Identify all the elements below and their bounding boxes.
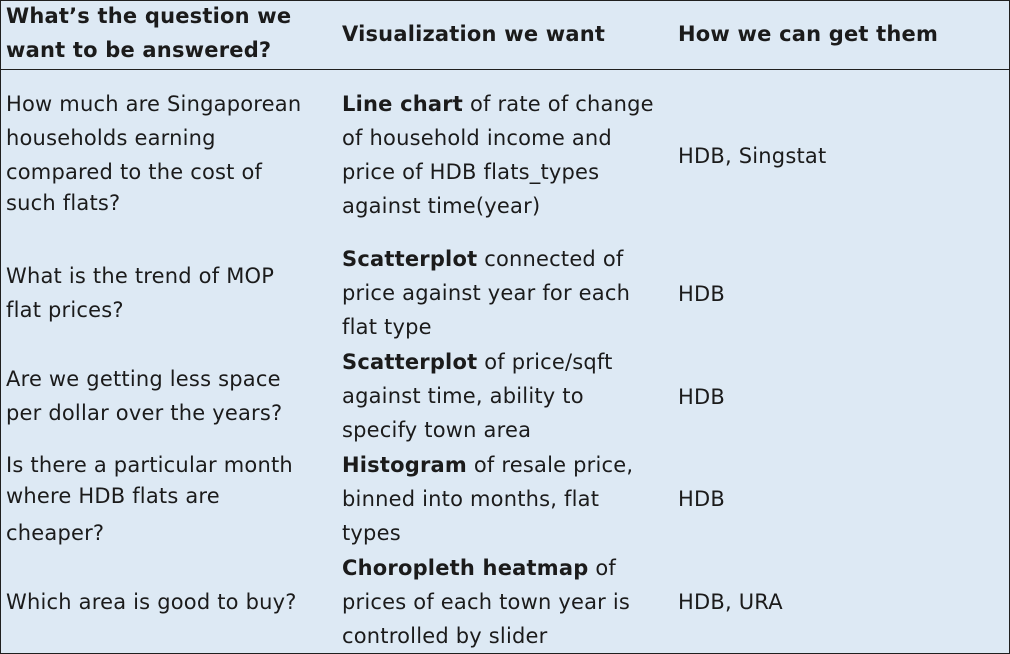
row-5-question: Which area is good to buy?	[6, 590, 297, 614]
row-4-viz-line: Histogram of resale price,	[342, 448, 633, 482]
row-3-visualization: Scatterplot of price/sqft against time, …	[342, 345, 613, 447]
row-3-viz-text: of price/sqft	[477, 350, 613, 374]
row-1-viz-line: Line chart of rate of change	[342, 87, 654, 121]
row-3-viz-line: Scatterplot of price/sqft	[342, 345, 613, 379]
row-3-viz-type: Scatterplot	[342, 350, 478, 374]
row-4-visualization: Histogram of resale price, binned into m…	[342, 448, 633, 550]
row-2-source: HDB	[678, 282, 725, 306]
row-4-question-line: where HDB flats are	[6, 484, 220, 508]
row-2-question-line: flat prices?	[6, 298, 124, 322]
row-3-question-line: per dollar over the years?	[6, 401, 283, 425]
row-2-viz-line: flat type	[342, 315, 432, 339]
row-5-viz-line: controlled by slider	[342, 624, 548, 648]
row-1-source: HDB, Singstat	[678, 144, 827, 168]
row-4-viz-text: of resale price,	[466, 453, 634, 477]
row-2-question-line: What is the trend of MOP	[6, 264, 275, 288]
row-2-viz-text: connected of	[477, 247, 624, 271]
row-1-viz-line: price of HDB flats_types	[342, 160, 600, 184]
row-3-question-line: Are we getting less space	[6, 367, 281, 391]
row-5-viz-text: of	[588, 556, 616, 580]
row-1-viz-line: against time(year)	[342, 194, 541, 218]
header-source: How we can get them	[678, 22, 939, 46]
row-1-viz-line: of household income and	[342, 126, 612, 150]
header-question-line-1: What’s the question we	[6, 4, 292, 28]
row-2-question: What is the trend of MOP flat prices?	[6, 259, 274, 327]
row-5-viz-line: prices of each town year is	[342, 590, 631, 614]
row-2-viz-line: Scatterplot connected of	[342, 242, 630, 276]
row-1-question: How much are Singaporean households earn…	[6, 87, 301, 220]
row-5-source: HDB, URA	[678, 590, 783, 614]
row-1-question-line: compared to the cost of	[6, 160, 263, 184]
row-3-question: Are we getting less space per dollar ove…	[6, 362, 282, 430]
row-3-viz-line: against time, ability to	[342, 384, 584, 408]
row-5-viz-type: Choropleth heatmap	[342, 556, 589, 580]
row-4-source: HDB	[678, 487, 725, 511]
row-4-question-line: cheaper?	[6, 521, 105, 545]
row-1-question-line: such flats?	[6, 191, 121, 215]
header-question-line-2: want to be answered?	[6, 38, 272, 62]
row-1-question-line: How much are Singaporean	[6, 92, 302, 116]
header-question: What’s the question we want to be answer…	[6, 0, 291, 67]
row-3-viz-line: specify town area	[342, 418, 532, 442]
row-4-question-line: Is there a particular month	[6, 453, 293, 477]
row-1-question-line: households earning	[6, 126, 216, 150]
row-4-question: Is there a particular month where HDB fl…	[6, 448, 293, 550]
table-header: What’s the question we want to be answer…	[1, 1, 1009, 70]
header-visualization: Visualization we want	[342, 22, 606, 46]
row-4-viz-line: types	[342, 521, 401, 545]
row-4-viz-line: binned into months, flat	[342, 487, 600, 511]
row-2-viz-line: price against year for each	[342, 281, 631, 305]
row-1-viz-type: Line chart	[342, 92, 464, 116]
row-5-visualization: Choropleth heatmap of prices of each tow…	[342, 551, 630, 653]
row-3-source: HDB	[678, 385, 725, 409]
row-4-viz-type: Histogram	[342, 453, 467, 477]
row-5-viz-line: Choropleth heatmap of	[342, 551, 630, 585]
row-1-visualization: Line chart of rate of change of househol…	[342, 87, 654, 223]
row-2-viz-type: Scatterplot	[342, 247, 478, 271]
row-1-viz-text: of rate of change	[463, 92, 654, 116]
row-2-visualization: Scatterplot connected of price against y…	[342, 242, 630, 344]
